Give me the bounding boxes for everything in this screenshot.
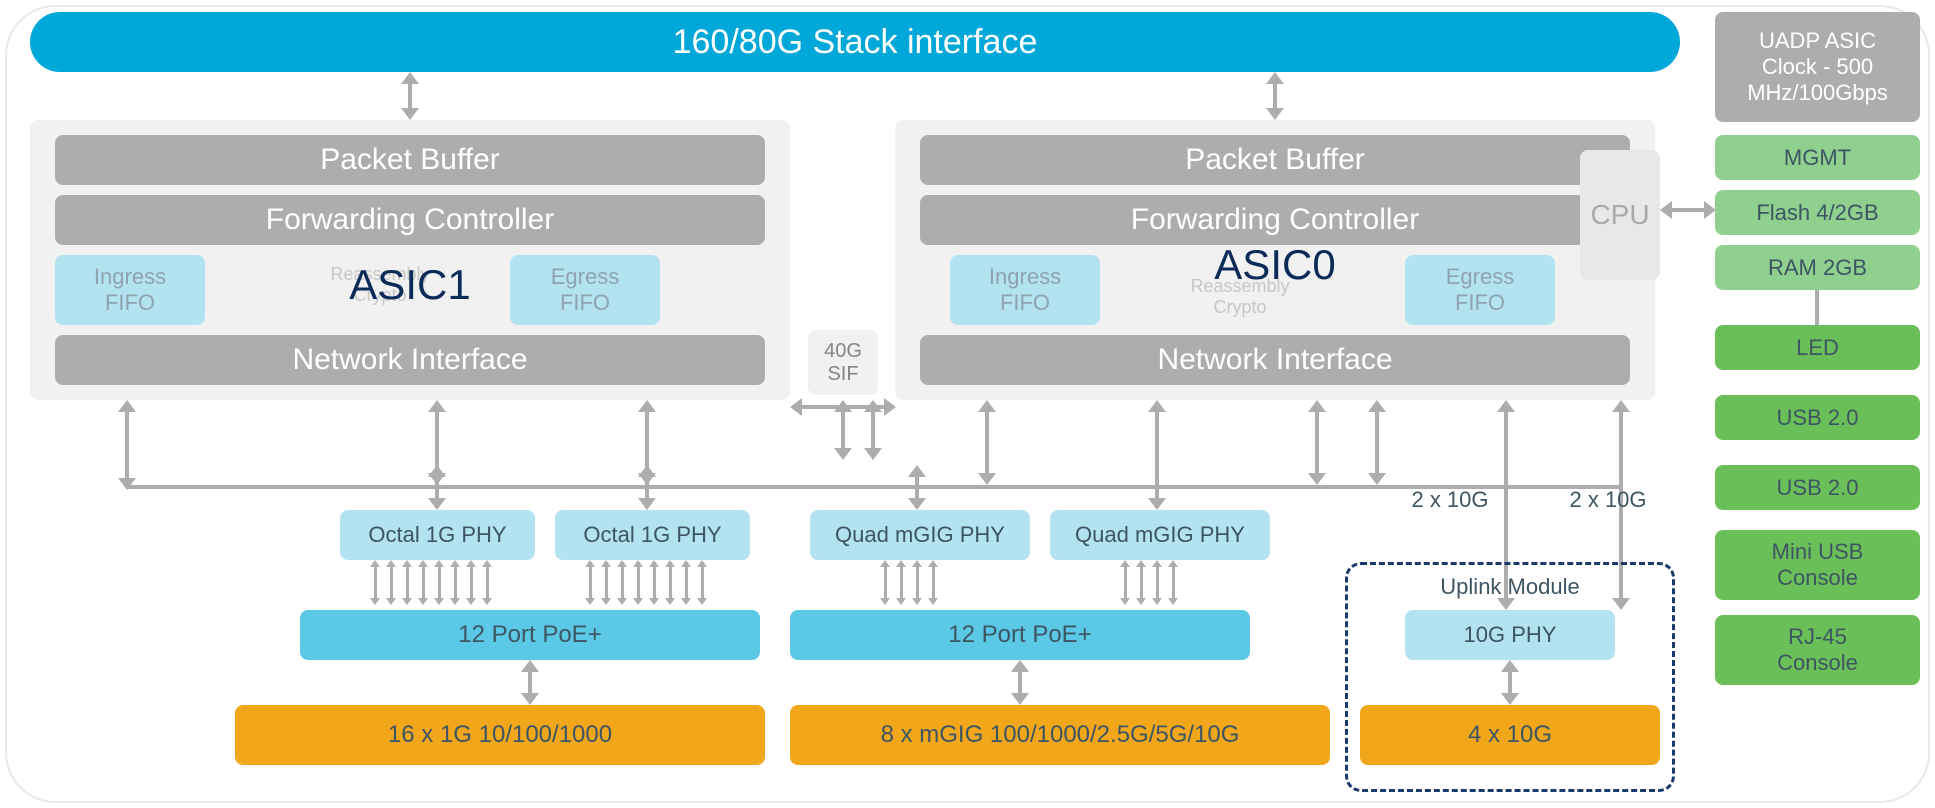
uplink-title: Uplink Module (1345, 572, 1675, 602)
annot-2x10g-a: 2 x 10G (1400, 485, 1500, 515)
phy-octal-2: Octal 1G PHY (555, 510, 750, 560)
asic1-label: ASIC1 (280, 255, 540, 315)
side-usb2: USB 2.0 (1715, 465, 1920, 510)
arrow-ni0-a (978, 400, 996, 485)
asic1-ingress-fifo: Ingress FIFO (55, 255, 205, 325)
asic0-egress-fifo: Egress FIFO (1405, 255, 1555, 325)
arrow-ni1-a (118, 400, 136, 490)
hbus-line (126, 485, 1620, 489)
arrow-uplink-phy-port (1501, 660, 1519, 705)
phy-octal-1: Octal 1G PHY (340, 510, 535, 560)
asic1-net-if: Network Interface (55, 335, 765, 385)
line-ram-led (1815, 290, 1819, 325)
arrow-stack-asic0 (1266, 72, 1284, 120)
poe-right: 12 Port PoE+ (790, 610, 1250, 660)
side-mgmt: MGMT (1715, 135, 1920, 180)
side-usb1: USB 2.0 (1715, 395, 1920, 440)
stack-interface: 160/80G Stack interface (30, 12, 1680, 72)
arrow-bus-phy1 (428, 465, 446, 510)
arrows-phy2-poe (585, 560, 707, 605)
arrow-ni0-c (1308, 400, 1326, 485)
side-rj45: RJ-45 Console (1715, 615, 1920, 685)
arrows-phy3-poe (880, 560, 938, 605)
arrows-phy1-poe (370, 560, 492, 605)
asic0-packet-buffer: Packet Buffer (920, 135, 1630, 185)
arrow-bus-phy3 (908, 465, 926, 510)
arrow-poe2-port (1011, 660, 1029, 705)
side-flash: Flash 4/2GB (1715, 190, 1920, 235)
arrow-ni-sif-b (864, 400, 882, 460)
sif-40g: 40G SIF (808, 330, 878, 395)
arrow-ni0-b (1148, 400, 1166, 510)
asic0-label: ASIC0 (1145, 235, 1405, 295)
arrow-bus-phy2 (638, 465, 656, 510)
arrow-stack-asic1 (401, 72, 419, 120)
asic0-ingress-fifo: Ingress FIFO (950, 255, 1100, 325)
phy-quad-2: Quad mGIG PHY (1050, 510, 1270, 560)
asic0-net-if: Network Interface (920, 335, 1630, 385)
annot-2x10g-b: 2 x 10G (1558, 485, 1658, 515)
uplink-10g-phy: 10G PHY (1405, 610, 1615, 660)
side-ram: RAM 2GB (1715, 245, 1920, 290)
arrows-phy4-poe (1120, 560, 1178, 605)
asic1-fwd-ctrl: Forwarding Controller (55, 195, 765, 245)
asic1-packet-buffer: Packet Buffer (55, 135, 765, 185)
ports-4x10g: 4 x 10G (1360, 705, 1660, 765)
phy-quad-1: Quad mGIG PHY (810, 510, 1030, 560)
ports-8xmgig: 8 x mGIG 100/1000/2.5G/5G/10G (790, 705, 1330, 765)
arrow-ni-sif-a (834, 400, 852, 460)
cpu-block: CPU (1580, 150, 1660, 280)
arrow-ni0-d (1368, 400, 1386, 485)
arrow-poe1-port (521, 660, 539, 705)
ports-16x1g: 16 x 1G 10/100/1000 (235, 705, 765, 765)
side-miniusb: Mini USB Console (1715, 530, 1920, 600)
arrow-cpu-flash (1660, 201, 1716, 219)
side-led: LED (1715, 325, 1920, 370)
poe-left: 12 Port PoE+ (300, 610, 760, 660)
side-uadp: UADP ASIC Clock - 500 MHz/100Gbps (1715, 12, 1920, 122)
